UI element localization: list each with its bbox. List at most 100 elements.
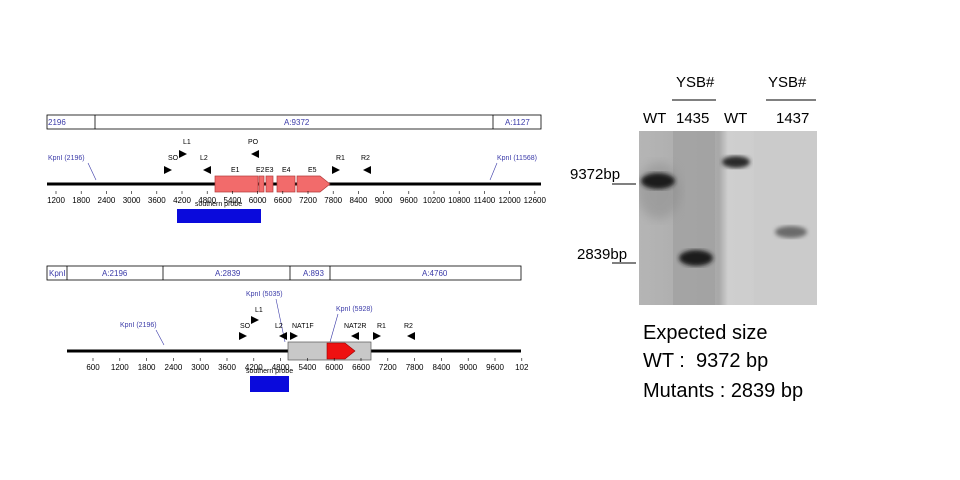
primer-arrow-icon [290,332,298,340]
primer-arrow-icon [203,166,211,174]
top-axis-tick-label: 6600 [274,196,292,205]
expected-size-legend: Expected size WT : 9372 bp Mutants : 283… [643,322,803,402]
top-axis-tick-label: 1200 [47,196,65,205]
bottom-axis-tick-label: 3000 [191,363,209,372]
top-primers: SO L1 L2 PO R1 R2 [164,139,371,174]
bottom-segment-bar [46,265,522,281]
top-axis: 1200 1800 2400 3000 3600 4200 4800 5400 6000 6600… [47,191,546,205]
top-axis-tick-label: 12000 [498,196,521,205]
primer-arrow-icon [407,332,415,340]
bottom-segment-label: A:2839 [215,269,241,278]
top-axis-tick-label: 9600 [400,196,418,205]
legend-title: Expected size [643,322,768,344]
bottom-primers: SO L1 L2 NAT1F NAT2R R1 R2 [239,307,415,340]
bottom-axis-tick-label: 9600 [486,363,504,372]
exon-block [276,175,296,193]
top-axis-tick-label: 3000 [123,196,141,205]
top-axis-tick-label: 4200 [173,196,191,205]
exon-blocks [214,175,331,193]
top-axis-tick-label: 9000 [375,196,393,205]
primer-arrow-icon [332,166,340,174]
primer-arrow-icon [373,332,381,340]
top-probe-label: southern probe [195,201,242,208]
top-axis-tick-label: 3600 [148,196,166,205]
bottom-segment-label: A:2196 [102,269,128,278]
bottom-probe-label: southern probe [246,368,293,375]
top-primer-label: R2 [361,155,370,162]
gel-band [679,250,713,266]
legend-mutant-line: Mutants : 2839 bp [643,380,803,402]
bottom-axis-tick-label: 2400 [165,363,183,372]
gel-band [775,226,807,238]
bottom-axis-tick-label: 3600 [218,363,236,372]
top-kpni-site-label: KpnI (11568) [497,155,537,162]
bottom-primer-label: NAT1F [292,323,314,330]
bottom-axis-tick-label: 4800 [272,363,290,372]
gel-group-label: YSB# [676,74,715,91]
gel-band [722,156,750,168]
bottom-kpni-site-label: KpnI (5035) [246,291,283,298]
top-axis-tick-label: 10800 [448,196,471,205]
gel-lane-label: 1437 [776,110,809,127]
gel-lane-label: WT [724,110,747,127]
gel-labels: YSB# YSB# WT 1435 WT 1437 9372bp 2839bp [570,74,816,264]
bottom-primer-label: SO [240,323,251,330]
top-segment-label: 2196 [48,118,66,127]
bottom-primer-label: L2 [275,323,283,330]
top-axis-tick-label: 8400 [350,196,368,205]
bottom-axis-tick-label: 4200 [245,363,263,372]
primer-arrow-icon [164,166,172,174]
bottom-axis-tick-label: 6000 [325,363,343,372]
gel-band [641,173,675,189]
bottom-axis-tick-label: 6600 [352,363,370,372]
bottom-segment-label: A:893 [303,269,324,278]
exon-arrow-block [296,175,331,193]
top-axis-tick-label: 7200 [299,196,317,205]
bottom-axis-tick-label: 9000 [459,363,477,372]
top-axis-tick-label: 12600 [524,196,547,205]
gel-lane-label: WT [643,110,666,127]
bottom-axis: 600 1200 1800 2400 3000 3600 4200 4800 5400 6000 6… [86,358,529,372]
legend-wt-line: WT : 9372 bp [643,350,768,372]
gel-marker-label: 2839bp [577,246,627,263]
top-primer-label: R1 [336,155,345,162]
bottom-map: KpnI A:2196 A:2839 A:893 A:4760 KpnI (21… [46,265,529,392]
exon-label: E5 [308,167,317,174]
bottom-southern-probe [250,376,289,392]
bottom-axis-tick-label: 5400 [299,363,317,372]
bottom-kpni-site-label: KpnI (5928) [336,306,373,313]
top-axis-tick-label: 4800 [198,196,216,205]
primer-arrow-icon [251,316,259,324]
bottom-axis-tick-label: 8400 [433,363,451,372]
top-axis-tick-label: 1800 [72,196,90,205]
bottom-kpni-site-label: KpnI (2196) [120,322,157,329]
top-primer-label: L2 [200,155,208,162]
top-segment-label: A:9372 [284,118,310,127]
bottom-axis-tick-label: 102 [515,363,529,372]
top-axis-tick-label: 11400 [474,196,496,205]
bottom-axis-tick-label: 7800 [406,363,424,372]
gel-lane-label: 1435 [676,110,709,127]
top-axis-tick-label: 2400 [98,196,116,205]
exon-label: E2 [256,167,265,174]
exon-block [258,175,265,193]
top-axis-tick-label: 6000 [249,196,267,205]
primer-arrow-icon [363,166,371,174]
top-primer-label: SO [168,155,179,162]
top-segment-label: A:1127 [505,118,530,127]
gel-group-label: YSB# [768,74,807,91]
exon-label: E1 [231,167,240,174]
nat-arrow-block [326,342,356,360]
top-kpni-site-label: KpnI (2196) [48,155,85,162]
bottom-primer-label: R1 [377,323,386,330]
primer-arrow-icon [251,150,259,158]
bottom-segment-label: A:4760 [422,269,448,278]
gel-marker-label: 9372bp [570,166,620,183]
bottom-primer-label: NAT2R [344,323,366,330]
primer-arrow-icon [239,332,247,340]
bottom-axis-tick-label: 1800 [138,363,156,372]
top-axis-tick-label: 10200 [423,196,446,205]
bottom-segment-label: KpnI [49,269,65,278]
top-axis-tick-label: 7800 [324,196,342,205]
